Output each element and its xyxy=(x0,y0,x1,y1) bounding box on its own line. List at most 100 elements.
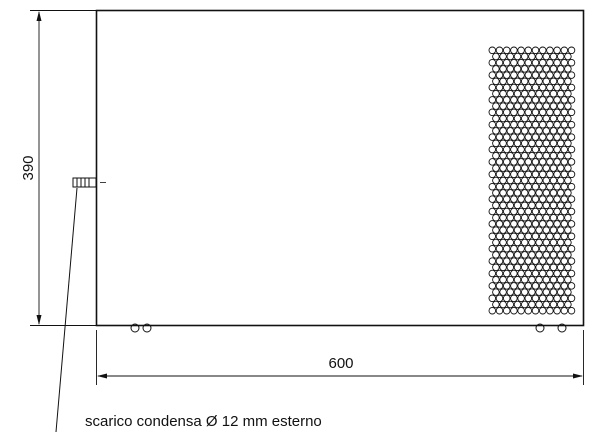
foot-right-2 xyxy=(557,323,567,333)
grille-hole xyxy=(531,170,540,179)
grille-hole xyxy=(492,201,500,210)
grille-hole xyxy=(542,263,551,272)
grille-hole xyxy=(567,108,576,117)
grille-hole xyxy=(535,139,543,148)
grille-hole xyxy=(499,127,507,135)
grille-hole xyxy=(538,220,547,228)
height-dimension-label: 390 xyxy=(20,155,37,180)
grille-hole xyxy=(517,220,525,228)
grille-hole xyxy=(535,89,543,98)
grille-hole xyxy=(520,151,529,160)
grille-hole xyxy=(488,244,497,253)
grille-hole xyxy=(528,300,536,309)
grille-hole xyxy=(520,189,529,197)
grille-hole xyxy=(564,102,572,110)
grille-hole xyxy=(506,189,515,197)
grille-hole xyxy=(546,244,554,253)
grille-hole xyxy=(499,176,507,185)
grille-hole xyxy=(506,213,515,222)
grille-hole xyxy=(492,114,500,123)
grille-hole xyxy=(513,127,522,135)
grille-hole xyxy=(495,71,504,79)
grille-hole xyxy=(513,238,522,247)
grille-hole xyxy=(560,269,569,278)
grille-hole xyxy=(553,294,561,303)
grille-hole xyxy=(513,102,522,110)
grille-hole xyxy=(499,151,507,160)
grille-hole xyxy=(502,170,511,179)
grille-hole xyxy=(492,77,500,86)
grille-hole xyxy=(499,251,507,259)
grille-hole xyxy=(542,151,551,160)
grille-hole xyxy=(549,238,558,247)
grille-hole xyxy=(488,96,497,104)
grille-hole xyxy=(510,269,518,278)
grille-hole xyxy=(546,120,554,129)
grille-hole xyxy=(546,71,554,79)
grille-hole xyxy=(513,52,522,61)
grille-hole xyxy=(542,238,551,247)
grille-hole xyxy=(564,139,572,148)
grille-hole xyxy=(524,96,533,104)
grille-hole xyxy=(488,269,497,278)
grille-hole xyxy=(520,275,529,284)
grille-hole xyxy=(538,108,547,117)
grille-hole xyxy=(492,263,500,272)
grille-hole xyxy=(538,282,547,290)
grille-hole xyxy=(524,282,533,290)
grille-hole xyxy=(492,251,500,259)
grille-hole xyxy=(556,300,565,309)
grille-hole xyxy=(528,251,536,259)
grille-hole xyxy=(538,244,547,253)
grille-hole xyxy=(531,220,540,228)
grille-hole xyxy=(553,58,561,67)
grille-hole xyxy=(546,158,554,166)
grille-hole xyxy=(488,207,497,216)
grille-hole xyxy=(542,201,551,210)
grille-hole xyxy=(546,58,554,67)
grille-hole xyxy=(513,288,522,296)
grille-hole xyxy=(524,46,533,55)
grille-hole xyxy=(542,65,551,73)
grille-hole xyxy=(535,226,543,234)
grille-hole xyxy=(546,195,554,203)
grille-hole xyxy=(556,176,565,185)
grille-hole xyxy=(502,269,511,278)
grille-hole xyxy=(567,58,576,67)
grille-hole xyxy=(517,207,525,216)
grille-hole xyxy=(549,164,558,172)
grille-hole xyxy=(553,232,561,241)
grille-hole xyxy=(528,89,536,98)
grille-hole xyxy=(542,300,551,309)
grille-hole xyxy=(528,151,536,160)
grille-hole xyxy=(495,120,504,129)
grille-hole xyxy=(531,108,540,117)
grille-hole xyxy=(531,257,540,265)
grille-hole xyxy=(549,226,558,234)
grille-hole xyxy=(553,158,561,166)
grille-hole xyxy=(510,232,518,241)
grille-hole xyxy=(488,195,497,203)
grille-hole xyxy=(556,226,565,234)
grille-hole xyxy=(564,251,572,259)
grille-hole xyxy=(506,52,515,61)
grille-hole xyxy=(510,145,518,154)
grille-hole xyxy=(538,232,547,241)
grille-hole xyxy=(567,269,576,278)
grille-hole xyxy=(502,282,511,290)
grille-hole xyxy=(524,195,533,203)
grille-hole xyxy=(513,251,522,259)
grille-hole xyxy=(549,213,558,222)
grille-hole xyxy=(553,207,561,216)
grille-hole xyxy=(528,176,536,185)
grille-hole xyxy=(492,176,500,185)
grille-hole xyxy=(520,288,529,296)
grille-hole xyxy=(567,232,576,241)
grille-hole xyxy=(556,189,565,197)
grille-hole xyxy=(538,71,547,79)
grille-hole xyxy=(553,220,561,228)
grille-hole xyxy=(520,102,529,110)
grille-hole xyxy=(492,102,500,110)
grille-hole xyxy=(513,226,522,234)
drain-pipe xyxy=(72,177,106,188)
